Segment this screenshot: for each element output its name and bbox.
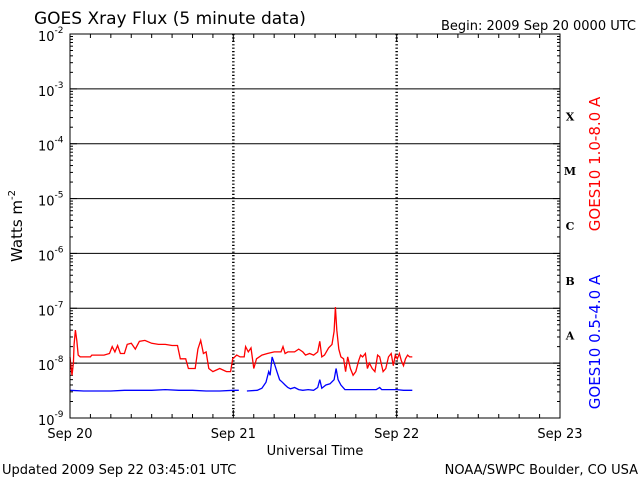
class-label-c: C [566, 220, 575, 233]
x-tick-label-3: Sep 23 [537, 427, 582, 442]
legend-label-short: GOES10 0.5-4.0 A [586, 274, 604, 409]
flare-class-labels: X M C B A [564, 110, 576, 342]
series-line-1 [69, 356, 413, 392]
class-label-x: X [566, 110, 575, 123]
x-tick-label-0: Sep 20 [47, 427, 92, 442]
y-tick-label-1: 10-3 [38, 81, 64, 100]
class-label-a: A [565, 330, 575, 343]
y-axis-label: Watts m-2 [7, 190, 26, 262]
y-axis-label-exponent: -2 [7, 190, 18, 200]
data-series [69, 307, 413, 392]
y-tick-label-3: 10-5 [38, 191, 64, 210]
class-label-m: M [564, 165, 576, 178]
legend-series-short: GOES10 0.5-4.0 A [586, 274, 604, 409]
day-divider-lines [232, 34, 398, 418]
y-tick-label-2: 10-4 [38, 136, 64, 155]
x-tick-label-2: Sep 22 [374, 427, 419, 442]
class-band-lines [70, 88, 560, 364]
y-axis-label-text: Watts m [8, 200, 26, 262]
x-tick-label-1: Sep 21 [211, 427, 256, 442]
source-credit: NOAA/SWPC Boulder, CO USA [445, 463, 638, 478]
y-tick-label-5: 10-7 [38, 300, 64, 319]
y-tick-label-4: 10-6 [38, 245, 64, 264]
begin-label: Begin: 2009 Sep 20 0000 UTC [441, 19, 636, 34]
x-axis-label: Universal Time [267, 444, 364, 459]
x-axis-ticks: Sep 20 Sep 21 Sep 22 Sep 23 [47, 34, 583, 442]
series-line-0 [69, 307, 413, 377]
updated-timestamp: Updated 2009 Sep 22 03:45:01 UTC [2, 463, 236, 478]
svg-text:Watts m-2: Watts m-2 [7, 190, 26, 262]
y-tick-label-7: 10-9 [38, 410, 64, 429]
y-tick-label-0: 10-2 [38, 26, 64, 45]
plot-frame [69, 33, 561, 419]
class-label-b: B [565, 275, 574, 288]
legend-series-long: GOES10 1.0-8.0 A [586, 96, 604, 231]
y-tick-label-6: 10-8 [38, 355, 64, 374]
chart-title: GOES Xray Flux (5 minute data) [34, 9, 306, 29]
legend-label-long: GOES10 1.0-8.0 A [586, 96, 604, 231]
